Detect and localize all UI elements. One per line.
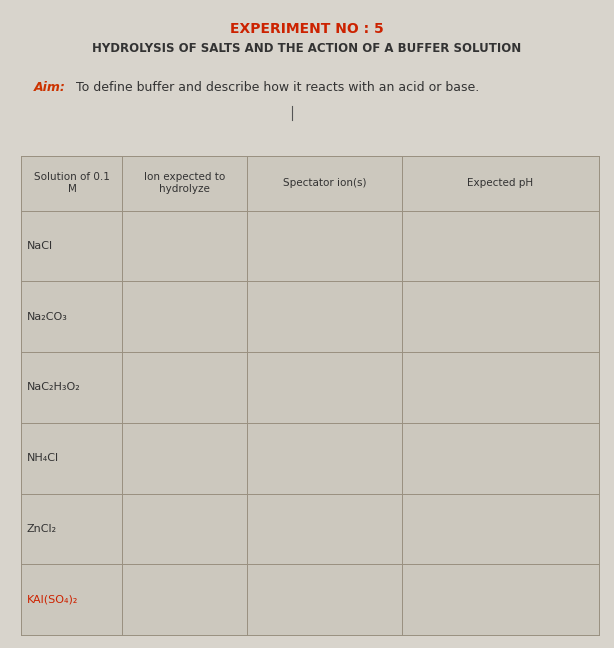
Text: ZnCl₂: ZnCl₂: [26, 524, 56, 534]
Text: Ion expected to
hydrolyze: Ion expected to hydrolyze: [144, 172, 225, 194]
Text: KAl(SO₄)₂: KAl(SO₄)₂: [26, 595, 78, 605]
Text: To define buffer and describe how it reacts with an acid or base.: To define buffer and describe how it rea…: [72, 81, 479, 94]
Text: NH₄Cl: NH₄Cl: [26, 453, 58, 463]
Text: Aim:: Aim:: [34, 81, 66, 94]
Text: NaCl: NaCl: [26, 241, 53, 251]
Text: NaC₂H₃O₂: NaC₂H₃O₂: [26, 382, 80, 393]
Text: HYDROLYSIS OF SALTS AND THE ACTION OF A BUFFER SOLUTION: HYDROLYSIS OF SALTS AND THE ACTION OF A …: [92, 42, 522, 55]
Text: Expected pH: Expected pH: [467, 178, 534, 188]
Bar: [21, 156, 599, 635]
Text: Solution of 0.1
M: Solution of 0.1 M: [34, 172, 110, 194]
Text: EXPERIMENT NO : 5: EXPERIMENT NO : 5: [230, 22, 384, 36]
Text: Spectator ion(s): Spectator ion(s): [283, 178, 366, 188]
Text: Na₂CO₃: Na₂CO₃: [26, 312, 68, 321]
